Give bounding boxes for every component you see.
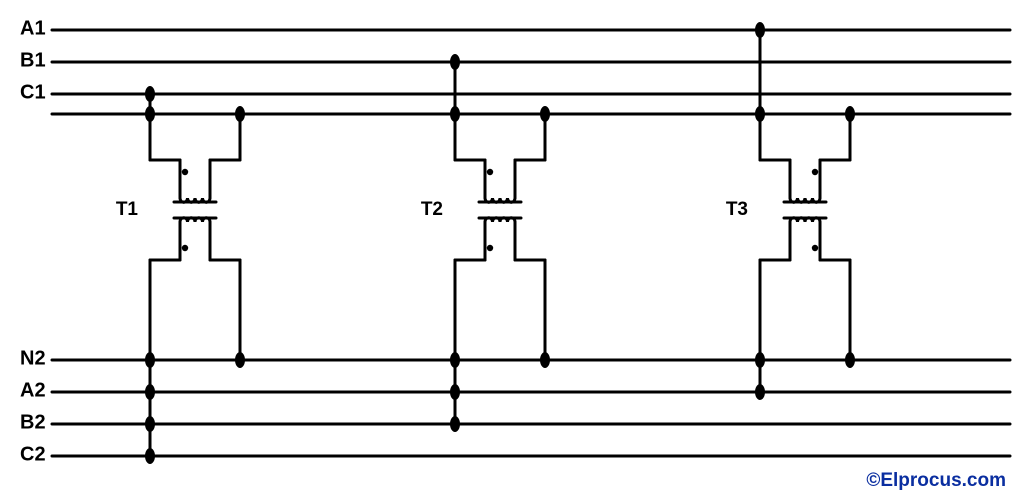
- circuit-svg: [0, 0, 1024, 502]
- bus-label-A2: A2: [20, 379, 46, 402]
- transformer-label-T3: T3: [726, 199, 748, 221]
- bus-label-C2: C2: [20, 443, 46, 466]
- bus-label-B2: B2: [20, 411, 46, 434]
- bus-label-C1: C1: [20, 81, 46, 104]
- bus-label-N2: N2: [20, 347, 46, 370]
- diagram-canvas: A1 B1 C1 N2 A2 B2 C2 T1 T2 T3 ©Elprocus.com: [0, 0, 1024, 502]
- watermark: ©Elprocus.com: [866, 470, 1006, 492]
- transformer-label-T2: T2: [421, 199, 443, 221]
- bus-label-A1: A1: [20, 17, 46, 40]
- transformer-label-T1: T1: [116, 199, 138, 221]
- bus-label-B1: B1: [20, 49, 46, 72]
